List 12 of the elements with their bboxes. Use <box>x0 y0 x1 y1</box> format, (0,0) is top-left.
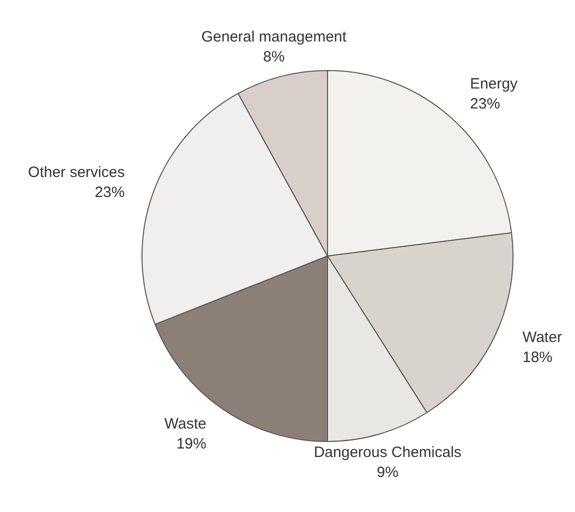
slice-label: Other services <box>28 164 125 182</box>
data-label: 8% <box>263 48 285 66</box>
data-label: 18% <box>522 348 553 366</box>
data-label: 19% <box>176 435 206 452</box>
slice-label: General management <box>201 28 348 46</box>
data-label: 23% <box>94 184 125 202</box>
data-label: 9% <box>376 464 398 482</box>
slice-label: Water <box>522 328 562 346</box>
slice-label: Energy <box>470 75 518 92</box>
data-label: 23% <box>470 95 500 112</box>
slice-label: Dangerous Chemicals <box>314 444 462 462</box>
slice-label: Waste <box>164 415 206 432</box>
